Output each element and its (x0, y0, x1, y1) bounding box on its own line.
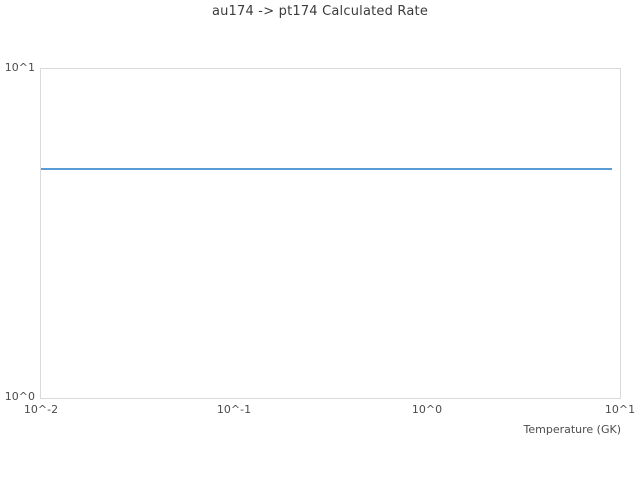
x-axis-title: Temperature (GK) (523, 423, 622, 436)
y-tick-label-1e0: 10^0 (4, 390, 35, 403)
x-tick-label-1e-2: 10^-2 (23, 403, 59, 416)
y-tick-label-1e1: 10^1 (4, 61, 35, 74)
x-tick-label-1e-1: 10^-1 (216, 403, 252, 416)
plot-area (40, 68, 621, 399)
x-tick-label-1e0: 10^0 (411, 403, 443, 416)
chart-title: au174 -> pt174 Calculated Rate (211, 4, 429, 19)
rate-line-series (41, 168, 613, 171)
x-tick-label-1e1: 10^1 (604, 403, 636, 416)
